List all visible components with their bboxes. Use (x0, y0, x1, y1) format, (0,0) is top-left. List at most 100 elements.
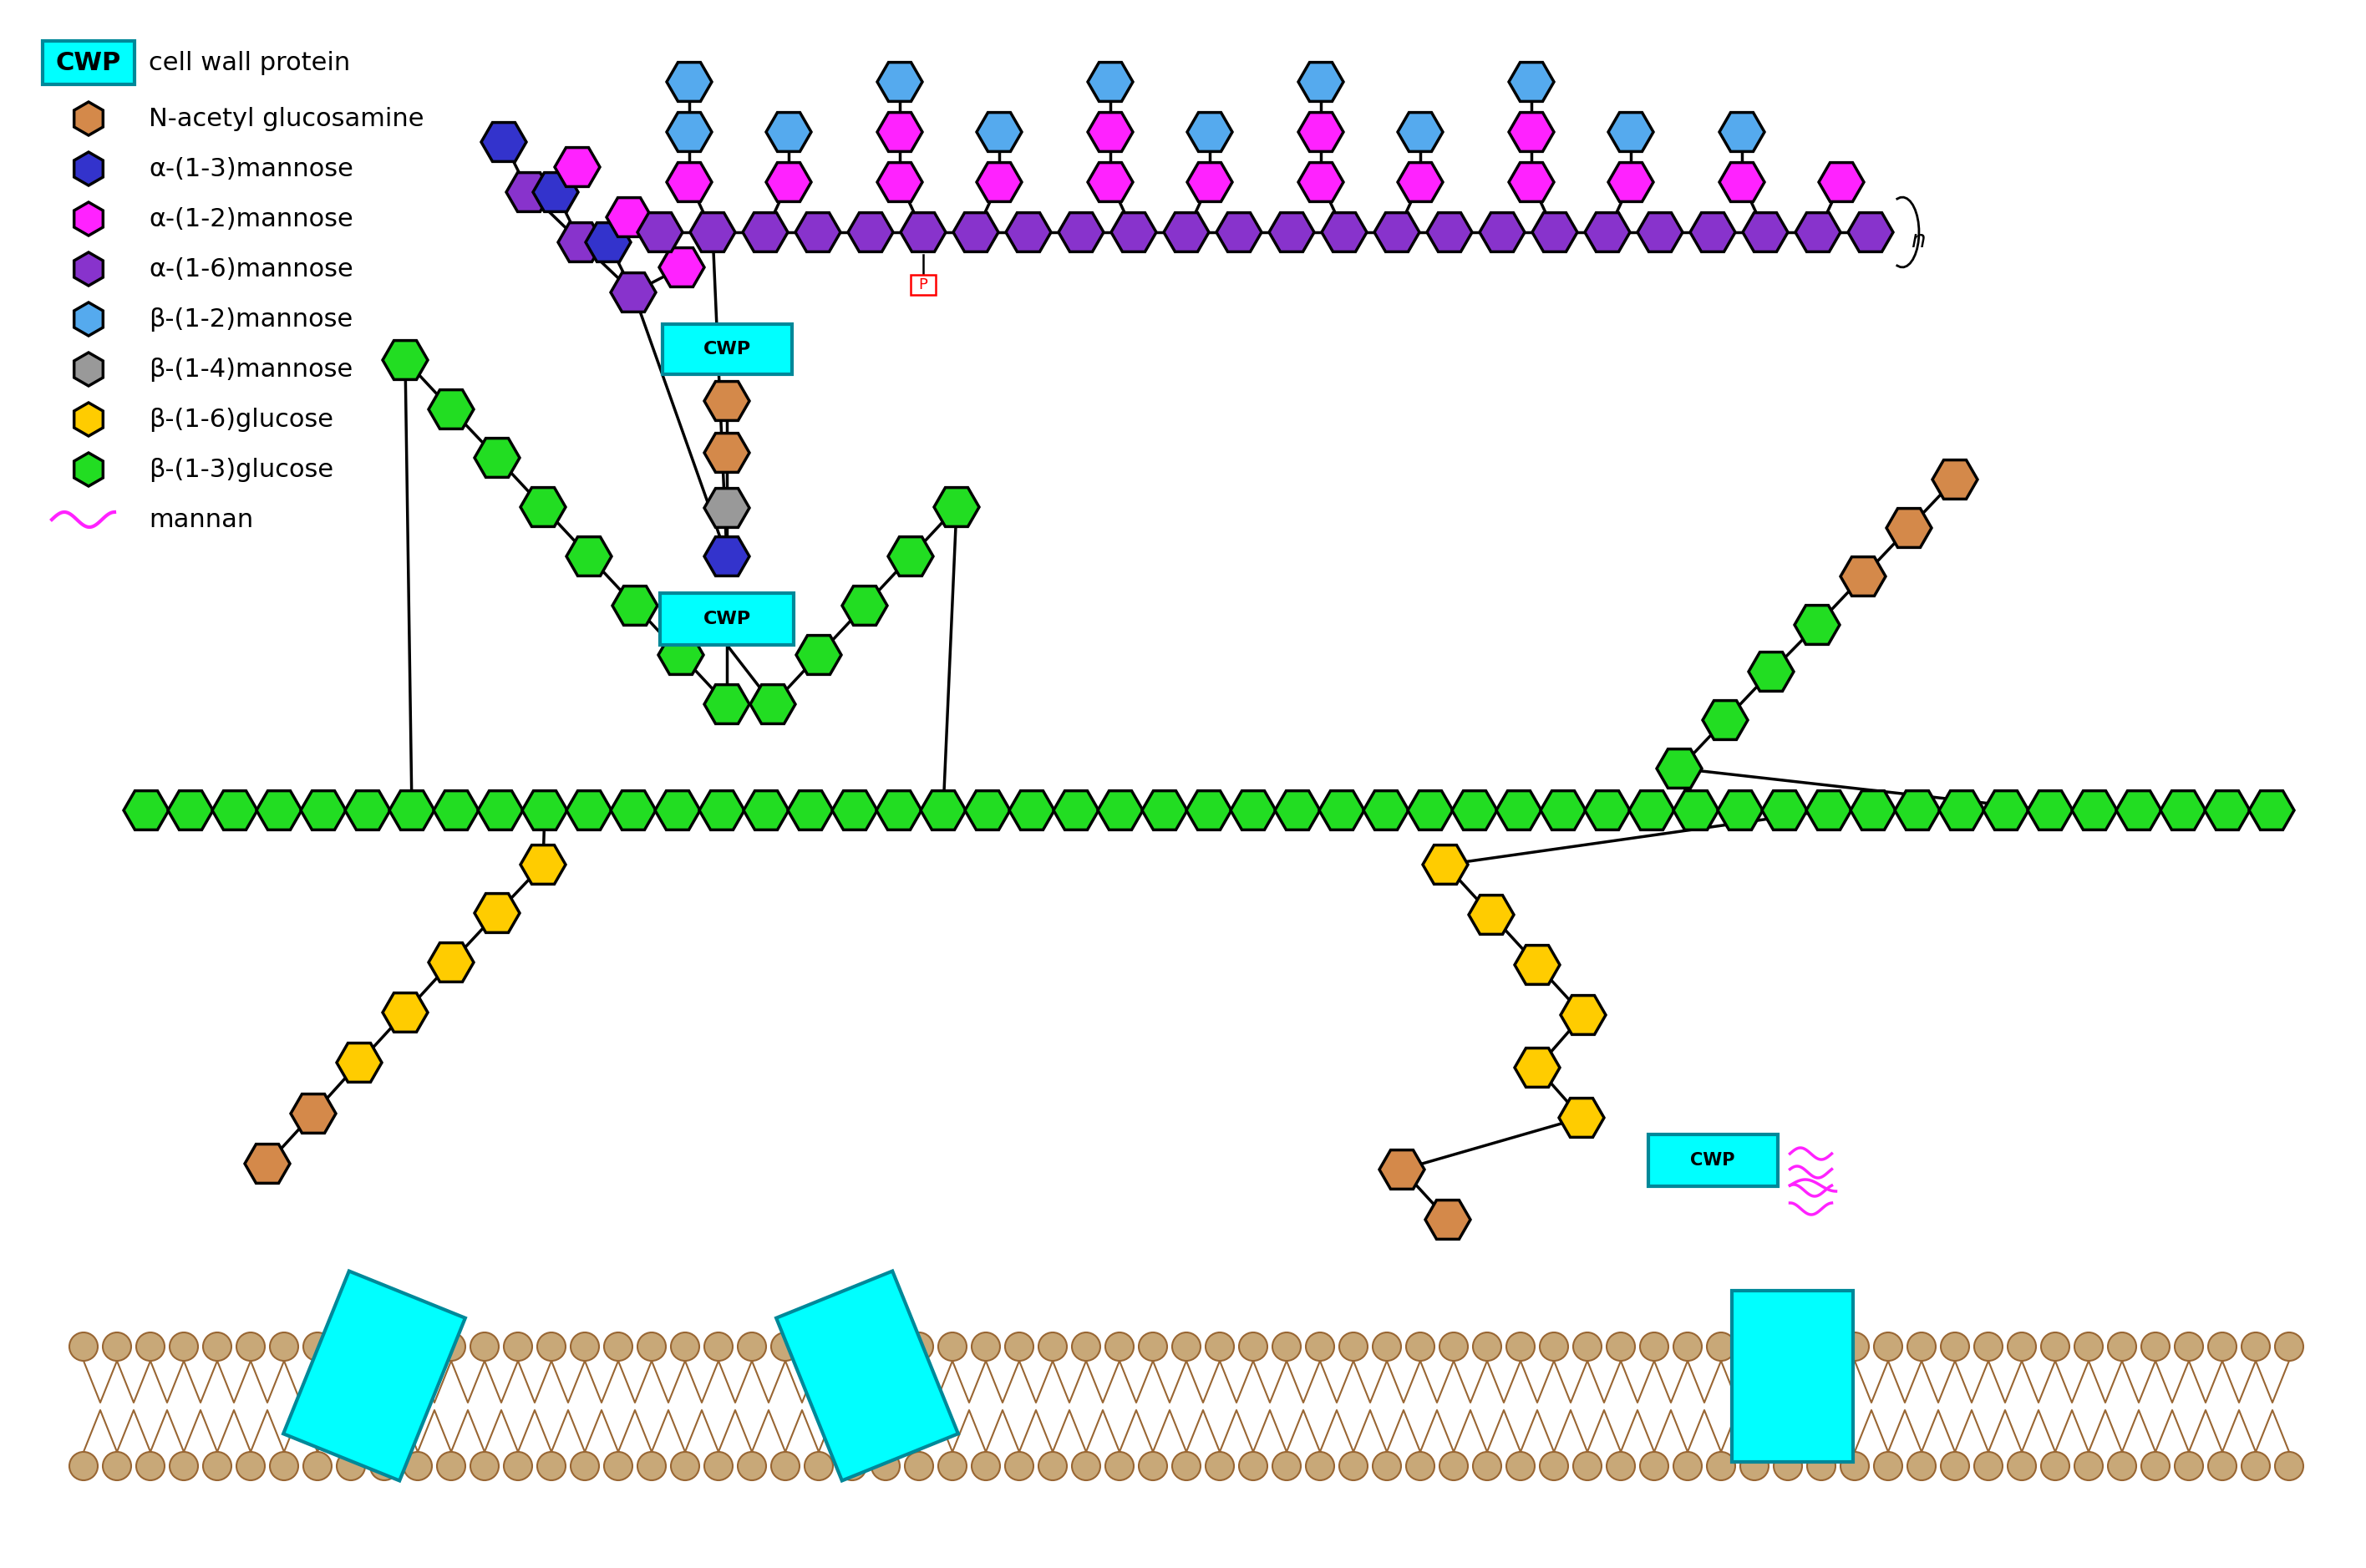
Circle shape (1006, 1333, 1034, 1361)
Circle shape (2207, 1333, 2236, 1361)
Circle shape (1240, 1452, 1268, 1480)
Polygon shape (1453, 790, 1498, 829)
Polygon shape (345, 790, 390, 829)
Circle shape (804, 1452, 833, 1480)
Circle shape (2241, 1452, 2269, 1480)
Circle shape (672, 1452, 700, 1480)
Circle shape (1907, 1452, 1935, 1480)
Polygon shape (1185, 790, 1230, 829)
Text: α-(1-6)mannose: α-(1-6)mannose (149, 257, 353, 281)
Circle shape (1706, 1452, 1734, 1480)
Polygon shape (1164, 213, 1209, 252)
Polygon shape (878, 113, 923, 152)
Polygon shape (383, 340, 428, 379)
Text: α-(1-2)mannose: α-(1-2)mannose (149, 207, 353, 230)
Circle shape (1039, 1452, 1067, 1480)
Polygon shape (1510, 163, 1554, 202)
Polygon shape (1796, 213, 1841, 252)
Polygon shape (1886, 508, 1931, 547)
Circle shape (1372, 1333, 1401, 1361)
Polygon shape (705, 488, 750, 527)
Polygon shape (1053, 790, 1098, 829)
Polygon shape (1188, 113, 1233, 152)
Polygon shape (1720, 163, 1765, 202)
Polygon shape (1112, 213, 1157, 252)
Polygon shape (610, 273, 655, 312)
Polygon shape (521, 488, 565, 527)
Polygon shape (700, 790, 745, 829)
Polygon shape (244, 1145, 291, 1184)
Polygon shape (1562, 996, 1607, 1035)
Circle shape (972, 1452, 1001, 1480)
Polygon shape (667, 63, 712, 102)
Polygon shape (1748, 652, 1793, 691)
Circle shape (270, 1452, 298, 1480)
Polygon shape (336, 1043, 381, 1082)
Polygon shape (1895, 790, 1940, 829)
Circle shape (1405, 1333, 1434, 1361)
Circle shape (1306, 1452, 1334, 1480)
Circle shape (1273, 1452, 1301, 1480)
Polygon shape (523, 790, 568, 829)
Circle shape (2207, 1452, 2236, 1480)
Circle shape (1774, 1333, 1803, 1361)
Polygon shape (750, 685, 795, 724)
Polygon shape (2205, 790, 2250, 829)
Polygon shape (1058, 213, 1103, 252)
Circle shape (1706, 1333, 1734, 1361)
Polygon shape (1398, 113, 1443, 152)
Polygon shape (1408, 790, 1453, 829)
Circle shape (1507, 1333, 1536, 1361)
Circle shape (2276, 1333, 2304, 1361)
Circle shape (1607, 1333, 1635, 1361)
Circle shape (336, 1333, 364, 1361)
Circle shape (570, 1452, 599, 1480)
Polygon shape (478, 790, 523, 829)
Polygon shape (1010, 790, 1055, 829)
Polygon shape (1933, 459, 1978, 499)
Polygon shape (833, 790, 878, 829)
Circle shape (369, 1452, 397, 1480)
Circle shape (2174, 1452, 2203, 1480)
Circle shape (1573, 1452, 1602, 1480)
Circle shape (2009, 1452, 2037, 1480)
Circle shape (904, 1333, 932, 1361)
Circle shape (1874, 1452, 1902, 1480)
Circle shape (871, 1452, 899, 1480)
Polygon shape (636, 213, 681, 252)
Polygon shape (1398, 163, 1443, 202)
Circle shape (2108, 1333, 2136, 1361)
Circle shape (438, 1333, 466, 1361)
Circle shape (1105, 1452, 1133, 1480)
Circle shape (1640, 1333, 1668, 1361)
Polygon shape (73, 102, 104, 135)
Polygon shape (1609, 113, 1654, 152)
Circle shape (203, 1333, 232, 1361)
Polygon shape (532, 172, 577, 212)
Circle shape (1138, 1452, 1166, 1480)
Circle shape (603, 1333, 632, 1361)
Polygon shape (1850, 790, 1895, 829)
FancyBboxPatch shape (1732, 1290, 1853, 1461)
Circle shape (705, 1333, 733, 1361)
Circle shape (102, 1452, 130, 1480)
FancyBboxPatch shape (776, 1272, 958, 1480)
Polygon shape (1299, 113, 1344, 152)
Polygon shape (1559, 1098, 1604, 1137)
Polygon shape (667, 163, 712, 202)
Polygon shape (1479, 213, 1524, 252)
Polygon shape (977, 163, 1022, 202)
Polygon shape (558, 223, 603, 262)
Polygon shape (291, 1094, 336, 1134)
Circle shape (705, 1452, 733, 1480)
Circle shape (170, 1452, 199, 1480)
Text: β-(1-4)mannose: β-(1-4)mannose (149, 358, 353, 381)
Circle shape (1171, 1333, 1200, 1361)
Polygon shape (1268, 213, 1313, 252)
Circle shape (1673, 1452, 1701, 1480)
Circle shape (1808, 1452, 1836, 1480)
Polygon shape (767, 163, 812, 202)
Polygon shape (73, 252, 104, 285)
Circle shape (1171, 1452, 1200, 1480)
Circle shape (303, 1452, 331, 1480)
